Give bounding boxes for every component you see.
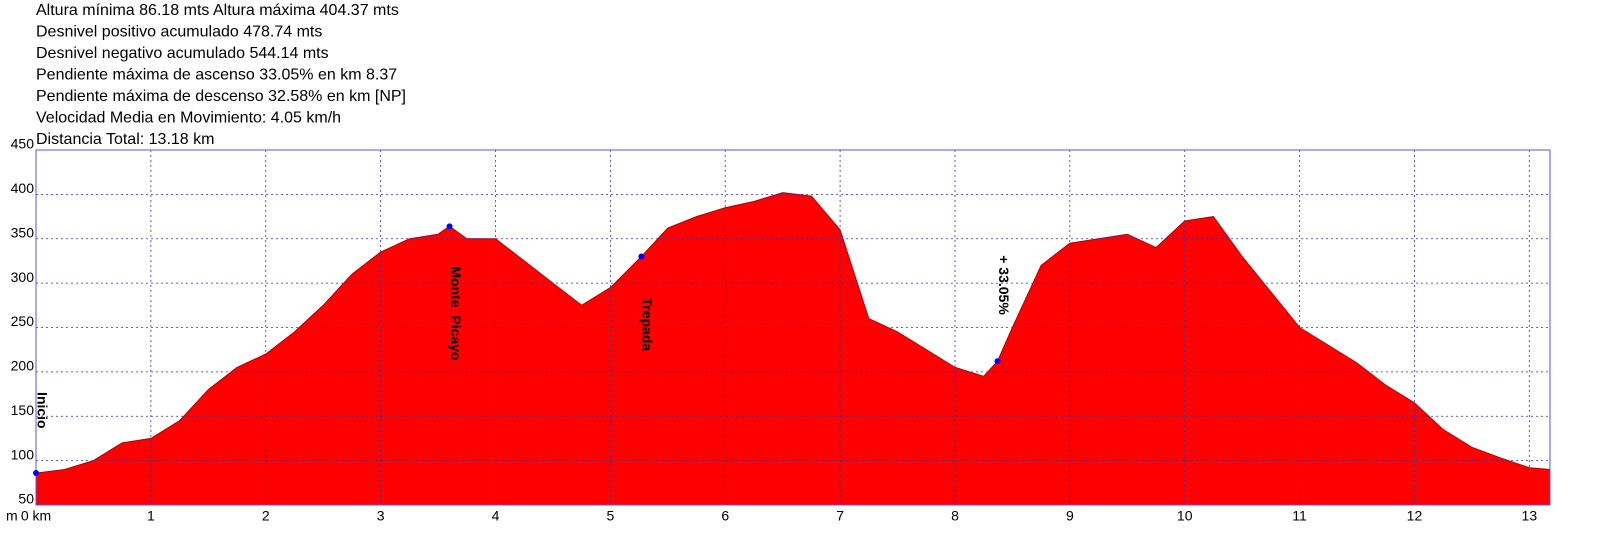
x-tick-label: 7 <box>836 508 844 524</box>
y-tick-label: 450 <box>11 136 35 152</box>
waypoint <box>33 470 39 477</box>
x-tick-label: 12 <box>1407 508 1423 524</box>
waypoint <box>994 358 1001 365</box>
x-tick-label: 4 <box>492 508 500 524</box>
y-tick-label: 400 <box>11 180 35 196</box>
y-unit-label: m <box>6 508 18 524</box>
waypoint <box>638 253 645 260</box>
x-tick-label: 9 <box>1066 508 1074 524</box>
x-tick-label: 11 <box>1292 508 1307 524</box>
x-tick-label: 13 <box>1522 508 1538 524</box>
stat-line: Pendiente máxima de ascenso 33.05% en km… <box>36 67 397 84</box>
waypoint-label: Trepada <box>640 298 656 352</box>
stat-line: Pendiente máxima de descenso 32.58% en k… <box>36 88 406 105</box>
x-tick-label: 5 <box>606 508 614 524</box>
waypoint-label: Monte_Picayo <box>448 266 464 360</box>
x-tick-label: 10 <box>1177 508 1193 524</box>
stat-line: Velocidad Media en Movimiento: 4.05 km/h <box>36 110 341 127</box>
elevation-area <box>35 192 1551 506</box>
waypoint-label: + 33.05% <box>996 255 1012 315</box>
stat-line: Distancia Total: 13.18 km <box>36 131 214 148</box>
y-tick-label: 150 <box>11 402 35 418</box>
y-tick-label: 200 <box>11 358 35 374</box>
y-tick-label: 250 <box>11 313 35 329</box>
x-tick-label: 3 <box>377 508 385 524</box>
x-tick-label: 1 <box>147 508 155 524</box>
waypoint <box>446 223 453 230</box>
y-tick-label: 300 <box>11 269 35 285</box>
x-tick-label: 6 <box>721 508 729 524</box>
stat-line: Altura mínima 86.18 mts Altura máxima 40… <box>36 2 399 19</box>
y-tick-label: 50 <box>18 491 34 507</box>
y-tick-label: 350 <box>11 224 35 240</box>
x-tick-label: 8 <box>951 508 959 524</box>
waypoint-label: Inicio <box>34 392 50 429</box>
y-tick-label: 100 <box>11 446 35 462</box>
stat-line: Desnivel negativo acumulado 544.14 mts <box>36 45 329 62</box>
x-tick-label: 2 <box>262 508 270 524</box>
x-tick-label: 0 km <box>21 508 51 524</box>
plot-border <box>35 149 1551 506</box>
stat-line: Desnivel positivo acumulado 478.74 mts <box>36 24 322 41</box>
